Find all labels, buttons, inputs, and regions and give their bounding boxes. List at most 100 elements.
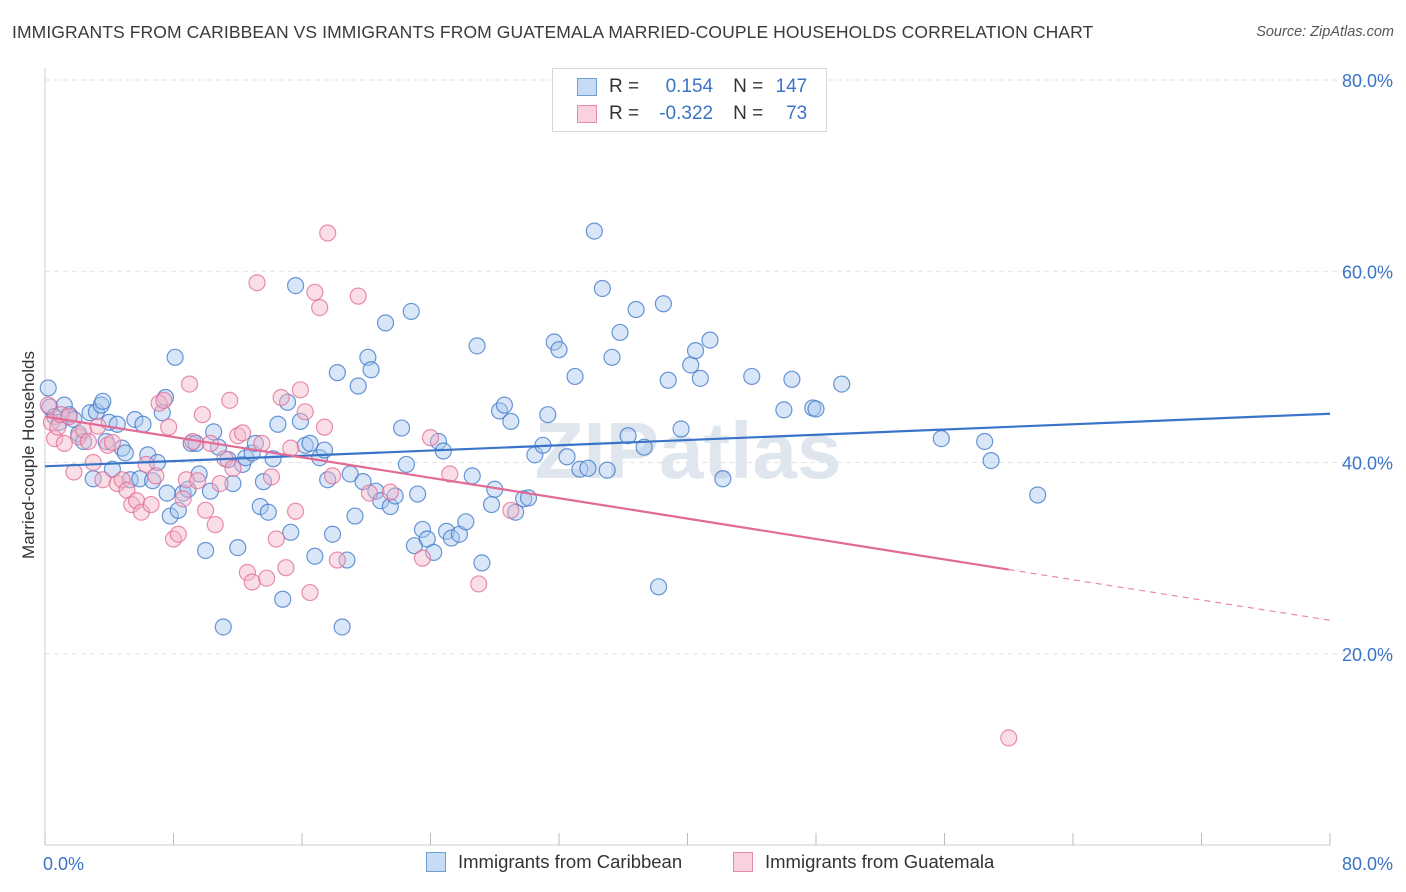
data-point [206, 516, 224, 534]
data-point [468, 337, 486, 355]
data-point [79, 432, 97, 451]
data-point [611, 323, 629, 342]
data-point [193, 406, 212, 424]
legend-r-label: R = [609, 76, 640, 97]
legend-swatch-caribbean [426, 852, 446, 872]
legend-item-caribbean[interactable]: Immigrants from Caribbean [426, 851, 682, 873]
data-point [381, 497, 399, 516]
trend-line-caribbean [44, 412, 1331, 468]
data-point [539, 406, 557, 424]
data-point [224, 474, 242, 493]
data-point [94, 471, 112, 489]
data-point [598, 461, 616, 479]
data-point [421, 429, 440, 447]
y-tick-label: 40.0% [1342, 454, 1393, 474]
x-tick-label: 80.0% [1342, 854, 1393, 874]
trend-line-extrapolated [1008, 569, 1331, 621]
data-point [457, 513, 475, 531]
data-point [134, 415, 152, 433]
data-point [442, 529, 460, 547]
legend-swatch-guatemala [577, 105, 597, 123]
data-point [502, 501, 520, 519]
data-point [502, 412, 520, 430]
data-point [259, 503, 277, 521]
data-point [686, 342, 705, 360]
data-point [55, 434, 73, 452]
data-point [39, 379, 57, 397]
data-point [264, 450, 282, 468]
data-point [258, 569, 276, 587]
data-point [627, 300, 645, 319]
data-point [315, 418, 334, 436]
data-point [619, 427, 637, 445]
data-point [654, 295, 673, 313]
data-point [269, 415, 287, 433]
data-point [113, 471, 131, 489]
data-point [286, 276, 305, 295]
data-point [1029, 486, 1047, 504]
data-point [126, 410, 144, 429]
legend-r-value: -0.322 [659, 103, 714, 124]
data-point [579, 459, 597, 477]
tick-labels: 20.0% 40.0% 60.0% 80.0% 0.0% 80.0% [43, 71, 1393, 874]
data-point [103, 433, 122, 452]
data-point [311, 298, 329, 317]
data-point [113, 439, 131, 457]
data-point [976, 432, 994, 451]
data-point [147, 467, 165, 485]
data-point [807, 400, 825, 418]
data-point [180, 375, 199, 393]
data-point [243, 573, 261, 591]
data-point [349, 377, 367, 395]
data-point [338, 551, 356, 569]
data-point [649, 578, 668, 596]
data-point [413, 520, 432, 539]
data-point [775, 401, 793, 419]
data-point [169, 525, 187, 543]
legend-item-guatemala[interactable]: Immigrants from Guatemala [733, 851, 994, 873]
data-point [346, 507, 364, 525]
data-point [833, 375, 851, 393]
data-point [39, 396, 57, 414]
y-axis-label: Married-couple Households [19, 351, 38, 559]
legend-label-guatemala: Immigrants from Guatemala [765, 851, 995, 872]
data-point [470, 575, 488, 593]
data-point [323, 525, 342, 543]
data-point [286, 502, 305, 520]
data-point [659, 371, 677, 389]
data-point [392, 419, 411, 437]
data-point [714, 470, 732, 488]
data-point [367, 482, 385, 500]
data-point [274, 590, 292, 608]
data-point [691, 369, 709, 387]
data-point [84, 453, 102, 472]
chart-title: IMMIGRANTS FROM CARIBBEAN VS IMMIGRANTS … [12, 22, 1094, 42]
data-point [932, 429, 950, 448]
data-point [246, 434, 265, 452]
legend-swatch-guatemala [733, 852, 753, 872]
legend-r-label: R = [609, 103, 640, 124]
data-point [233, 424, 252, 442]
data-point [306, 547, 324, 565]
data-point [296, 403, 314, 421]
correlation-legend: R = 0.154 N = 147 R = -0.322 N = 73 [552, 68, 827, 132]
data-point [262, 468, 281, 486]
data-point [482, 495, 501, 514]
data-point [566, 367, 584, 386]
data-point [593, 279, 611, 298]
trend-lines [44, 412, 1331, 621]
legend-r-value: 0.154 [665, 76, 714, 97]
data-point [155, 391, 173, 409]
data-point [291, 412, 309, 430]
data-point [253, 434, 271, 452]
legend-label-caribbean: Immigrants from Caribbean [458, 851, 683, 872]
data-point [319, 224, 337, 242]
data-point [682, 356, 700, 374]
data-point [333, 618, 351, 636]
y-tick-label: 80.0% [1342, 71, 1393, 91]
data-point [558, 448, 576, 466]
data-point [463, 467, 481, 485]
data-point [144, 472, 162, 490]
data-point [441, 465, 459, 483]
data-point [550, 341, 568, 359]
